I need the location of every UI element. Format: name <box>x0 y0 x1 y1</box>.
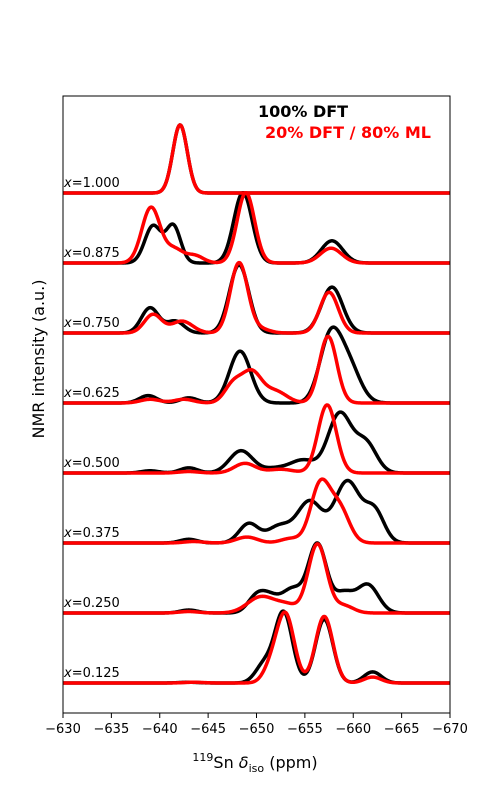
panel-label: x=0.750 <box>63 316 120 331</box>
x-axis-label-subscript: iso <box>249 762 265 775</box>
x-axis-label-delta: δ <box>239 753 249 772</box>
x-tick-label: −665 <box>384 722 420 737</box>
x-tick-label: −640 <box>142 722 178 737</box>
ml-spectrum-line-panel-1 <box>63 123 450 195</box>
x-tick-label: −650 <box>239 722 275 737</box>
ml-spectrum-line-panel-5 <box>63 403 450 475</box>
x-tick-label: −630 <box>45 722 81 737</box>
panel-label: x=0.125 <box>63 666 120 681</box>
series-curves <box>63 123 450 685</box>
panel-label: x=1.000 <box>63 176 120 191</box>
ml-spectrum-line-panel-7 <box>63 542 450 615</box>
ml-spectrum-line-panel-8 <box>63 610 450 685</box>
legend: 100% DFT 20% DFT / 80% ML <box>258 102 431 142</box>
x-axis-ticks: −630 −635 −640 −645 −650 −655 −660 −665 −670 <box>45 713 468 737</box>
panel-label: x=0.250 <box>63 596 120 611</box>
legend-entry-ml: 20% DFT / 80% ML <box>265 123 431 142</box>
panel-labels: x=1.000 x=0.875 x=0.750 x=0.625 x=0.500 x=0.3… <box>63 176 120 681</box>
panel-label: x=0.625 <box>63 386 120 401</box>
y-axis-label: NMR intensity (a.u.) <box>29 279 48 438</box>
panel-label: x=0.875 <box>63 246 120 261</box>
panel-label: x=0.500 <box>63 456 120 471</box>
x-tick-label: −660 <box>335 722 371 737</box>
x-tick-label: −635 <box>94 722 130 737</box>
ml-spectrum-line-panel-4 <box>63 334 450 405</box>
x-axis-label-superscript: 119 <box>192 751 213 764</box>
x-tick-label: −655 <box>287 722 323 737</box>
x-tick-label: −645 <box>190 722 226 737</box>
x-axis-label: 119Sn δiso (ppm) <box>192 751 317 775</box>
x-tick-label: −670 <box>432 722 468 737</box>
panel-label: x=0.375 <box>63 526 120 541</box>
legend-entry-dft: 100% DFT <box>258 102 348 121</box>
ml-spectrum-line-panel-3 <box>63 260 450 335</box>
x-axis-label-nucleus: Sn <box>213 753 238 772</box>
x-axis-label-unit: (ppm) <box>264 753 317 772</box>
ml-spectrum-line-panel-6 <box>63 477 450 545</box>
ml-spectrum-line-panel-2 <box>63 190 450 265</box>
